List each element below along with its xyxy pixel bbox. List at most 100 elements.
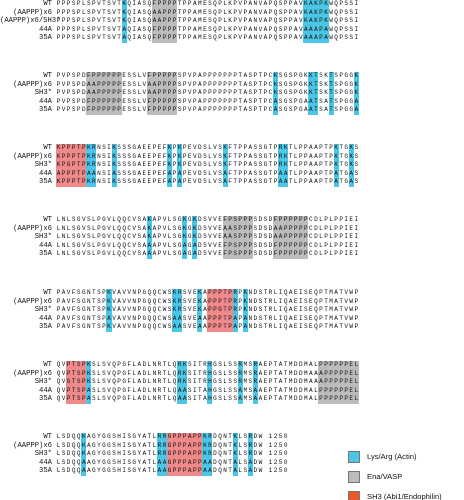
row-label: 44A xyxy=(39,386,52,395)
legend-label-sh3: SH3 (Abi1/Endophilin) xyxy=(367,492,442,500)
sequence-text: LNLSGVSLPGVLQQCVSAKAPVLSGKGKDSVVEAASPPPS… xyxy=(56,233,359,242)
sequence-text: LSDQQKAGYGGSHISGYATLRRGPPPAPPKRDQNTKLSRD… xyxy=(56,433,288,442)
row-label: (AAPPP)x6 xyxy=(13,297,52,306)
alignment-row: 44A QVPTSPASLSVQPGFLADLNRTLQAASITAHGSLSSA… xyxy=(0,386,464,396)
sequence-text: PPPSPLSPVTSVTKQIASQAAPPPTPPAMESQPLKPVPAN… xyxy=(56,8,359,18)
row-label: WT xyxy=(43,144,52,152)
alignment-row: (AAPPP)x6 PPPSPLSPVTSVTKQIASQAAPPPTPPAMES… xyxy=(0,8,464,18)
row-label: 44A xyxy=(39,458,52,467)
alignment-row: (AAPPP)x6 LNLSGVSLPGVLQQCVSAKAPVLSGKGKDSV… xyxy=(0,224,464,234)
sequence-text: PPPSPLSPVTSVTAQIASQFPPPPTPPAMESQPLKPVPAN… xyxy=(56,25,359,35)
legend: Lys/Arg (Actin) Ena/VASP SH3 (Abi1/Endop… xyxy=(348,449,464,500)
alignment-row: WT PVPSPDFPPPPPPESSLVFPPPPPSPVPAPPPPPPPTA… xyxy=(0,72,464,81)
sequence-text: PAVFSGNTSPKVAVVNPGQQCWSAASVEAAPPPTPAPAND… xyxy=(56,323,359,332)
alignment-block-2: WT PVPSPDFPPPPPPESSLVFPPPPPSPVPAPPPPPPPTA… xyxy=(0,72,464,115)
row-label: 35A xyxy=(39,395,52,404)
sequence-text: PVPSPDFPPPPPPESSLVFPPPPPSPVPAPPPPPPPTASP… xyxy=(56,72,359,81)
row-label: (AAPPP)x6 xyxy=(13,369,52,378)
row-label: 35A xyxy=(39,250,52,259)
sequence-text: PPPSPLSPVTSVTAQIASQFPPPPTPPAMESQPLKPVPAN… xyxy=(56,34,359,43)
sequence-text: PPPSPLSPVTSVTKQIASQFPPPPTPPAMESQPLKPVPAN… xyxy=(56,0,359,9)
sequence-text: LSDQQAAGYGGSHISGYATLAAGPPPAPPAADQNTALSAD… xyxy=(56,467,288,476)
alignment-row: 44A APPPTPAANSIASSSGAEEPEFAPAPEVDSLVSAFTP… xyxy=(0,169,464,179)
alignment-row: 35A LSDQQAAGYGGSHISGYATLAAGPPPAPPAADQNTAL… xyxy=(0,467,464,476)
sequence-text: PVPSPDFPPPPPPESSLVFPPPPPSPVPAPPPPPPPTASP… xyxy=(56,106,359,115)
row-label: SH3* xyxy=(34,450,52,459)
row-label: 35A xyxy=(39,34,52,43)
alignment-block-3: WT KPPPTPKRNSIKSSSGAEEPEFKPKPEVDSLVSKFTPP… xyxy=(0,144,464,187)
sequence-text: KPPPTPKRNSIKSSSGAEEPEFKPKPEVDSLVSKFTPPAS… xyxy=(56,144,359,153)
sequence-text: PVPSPDAAPPPPPESSLVAAPPPPSPVPAPPPPPPPTASP… xyxy=(56,80,359,90)
sequence-text: QVPTSPASLSVQPGFLADLNRTLQAASITAHGSLSSAMSA… xyxy=(56,395,359,404)
row-label: 35A xyxy=(39,467,52,476)
row-label: (AAPPP)x6/SH3* xyxy=(0,17,61,26)
row-label: WT xyxy=(43,433,52,441)
row-label: (AAPPP)x6 xyxy=(13,152,52,161)
alignment-row: (AAPPP)x6 KPPPTPKRNSIKSSSGAEEPEFKPKPEVDSL… xyxy=(0,152,464,162)
row-label: SH3* xyxy=(34,306,52,315)
legend-item-sh3: SH3 (Abi1/Endophilin) xyxy=(348,489,464,500)
alignment-block-1: WT PPPSPLSPVTSVTKQIASQFPPPPTPPAMESQPLKPVP… xyxy=(0,0,464,43)
legend-swatch-sh3 xyxy=(348,491,360,500)
row-label: (AAPPP)x6 xyxy=(13,8,52,17)
alignment-row: (AAPPP)x6 LSDQQKAGYGGSHISGYATLRRGPPPAPPKR… xyxy=(0,441,464,451)
sequence-text: LSDQQKAGYGGSHISGYATLRRGPPPAPPKRDQNTKLSRD… xyxy=(56,441,288,451)
alignment-row: SH3* LNLSGVSLPGVLQQCVSAKAPVLSGKGKDSVVEAAS… xyxy=(0,233,464,242)
sequence-text: QVPTSPKSLSVQPGFLADLNRTLQRKSITRHGSLSSRMSR… xyxy=(56,369,359,379)
sequence-text: LNLSGVSLPGVLQQCVSAAAPVLSGAGADSVVEFPSPPPS… xyxy=(56,250,359,259)
sequence-text: LNLSGVSLPGVLQQCVSAKAPVLSGKGKDSVVEAASPPPS… xyxy=(56,224,359,234)
row-label: 35A xyxy=(39,106,52,115)
alignment-row: 44A PPPSPLSPVTSVTAQIASQFPPPPTPPAMESQPLKPV… xyxy=(0,25,464,35)
row-label: 35A xyxy=(39,323,52,332)
alignment-block-7: WT LSDQQKAGYGGSHISGYATLRRGPPPAPPKRDQNTKLS… xyxy=(0,433,464,476)
sequence-text: PVPSPDFPPPPPPESSLVFPPPPPSPVPAPPPPPPPTASP… xyxy=(56,97,359,107)
row-label: SH3* xyxy=(34,378,52,387)
sequence-text: QVPTSPASLSVQPGFLADLNRTLQAASITAHGSLSSAMSA… xyxy=(56,386,359,396)
row-label: 44A xyxy=(39,314,52,323)
alignment-row: 35A PVPSPDFPPPPPPESSLVFPPPPPSPVPAPPPPPPPT… xyxy=(0,106,464,115)
alignment-block-5: WT PAVFSGNTSPKVAVVNPGQQCWSKRSVEKAPPPTPRPK… xyxy=(0,289,464,332)
sequence-text: PAVFSGNTSPKVAVVNPGQQCWSKRSVEKAPPGTPRPKND… xyxy=(56,306,359,315)
alignment-row: 44A PAVFSGNTSPAVAVVNPGQQCWSAASVEAAPPPTPAP… xyxy=(0,314,464,324)
sequence-text: LNLSGVSLPGVLQQCVSAAAPVLSGAGADSVVEFPSPPPS… xyxy=(56,241,359,251)
alignment-block-4: WT LNLSGVSLPGVLQQCVSAKAPVLSGKGKDSVVEFPSPP… xyxy=(0,216,464,259)
alignment-row: 44A LNLSGVSLPGVLQQCVSAAAPVLSGAGADSVVEFPSP… xyxy=(0,241,464,251)
legend-item-lys-arg: Lys/Arg (Actin) xyxy=(348,449,464,469)
row-label: (AAPPP)x6 xyxy=(13,80,52,89)
alignment-row: WT PPPSPLSPVTSVTKQIASQFPPPPTPPAMESQPLKPVP… xyxy=(0,0,464,9)
alignment-row: SH3* KPGPTPKRNSIKSSSGAEEPEFKPKPEVDSLVSKFT… xyxy=(0,161,464,170)
alignment-row: SH3* QVGTSPKSLSVQPGFLADLNRTLQRKSITRHGSLSS… xyxy=(0,378,464,387)
alignment-row: (AAPPP)x6 PAVFSGNTSPKVAVVNPGQQCWSKRSVEKAP… xyxy=(0,297,464,307)
row-label: WT xyxy=(43,0,52,8)
legend-label-ena-vasp: Ena/VASP xyxy=(367,472,403,481)
sequence-text: PPPSPLSPVTSVTKQIASQAAPPPTPPAMESQPLKPVPAN… xyxy=(56,17,359,26)
row-label: 44A xyxy=(39,25,52,34)
row-label: (AAPPP)x6 xyxy=(13,224,52,233)
sequence-text: KPPPTPKRNSIKSSSGAEEPEFAPAPEVDSLVSAFTPPAS… xyxy=(56,178,359,187)
row-label: WT xyxy=(43,216,52,224)
alignment-row: (AAPPP)x6/SH3* PPPSPLSPVTSVTKQIASQAAPPPTP… xyxy=(0,17,464,26)
alignment-row: 35A KPPPTPKRNSIKSSSGAEEPEFAPAPEVDSLVSAFTP… xyxy=(0,178,464,187)
alignment-row: (AAPPP)x6 QVPTSPKSLSVQPGFLADLNRTLQRKSITRH… xyxy=(0,369,464,379)
legend-swatch-ena-vasp xyxy=(348,471,360,483)
sequence-text: KPPPTPKRNSIKSSSGAEEPEFKPKPEVDSLVSKFTPPAS… xyxy=(56,152,359,162)
row-label: SH3* xyxy=(34,161,52,170)
sequence-text: KPGPTPKRNSIKSSSGAEEPEFKPKPEVDSLVSKFTPPAS… xyxy=(56,161,359,170)
sequence-text: QVGTSPKSLSVQPGFLADLNRTLQRKSITRHGSLSSRMSR… xyxy=(56,378,359,387)
alignment-row: WT PAVFSGNTSPKVAVVNPGQQCWSKRSVEKAPPPTPRPK… xyxy=(0,289,464,298)
alignment-row: SH3* LSDQQKAGYGGSHISGYATLRRGPPPAPPKRDQNTK… xyxy=(0,450,464,459)
alignment-row: WT LSDQQKAGYGGSHISGYATLRRGPPPAPPKRDQNTKLS… xyxy=(0,433,464,442)
sequence-text: QVPTSPKSLSVQPGFLADLNRTLQRKSITRHGSLSSRMSR… xyxy=(56,361,359,370)
alignment-row: 44A LSDQQAAGYGGSHISGYATLAAGPPPAPPAADQNTAL… xyxy=(0,458,464,468)
row-label: WT xyxy=(43,72,52,80)
sequence-text: LNLSGVSLPGVLQQCVSAKAPVLSGKGKDSVVEFPSPPPS… xyxy=(56,216,359,225)
alignment-row: SH3* PAVFSGNTSPKVAVVNPGQQCWSKRSVEKAPPGTPR… xyxy=(0,306,464,315)
alignment-row: 44A PVPSPDFPPPPPPESSLVFPPPPPSPVPAPPPPPPPT… xyxy=(0,97,464,107)
alignment-row: 35A LNLSGVSLPGVLQQCVSAAAPVLSGAGADSVVEFPSP… xyxy=(0,250,464,259)
sequence-text: PAVFSGNTSPKVAVVNPGQQCWSKRSVEKAPPPTPRPKND… xyxy=(56,289,359,298)
sequence-text: PVPSPDAAPPPPPESSLVAAPPPPSPVPAPPPPPPPTASP… xyxy=(56,89,359,98)
legend-swatch-lys-arg xyxy=(348,451,360,463)
alignment-row: SH3* PVPSPDAAPPPPPESSLVAAPPPPSPVPAPPPPPPP… xyxy=(0,89,464,98)
sequence-text: PAVFSGNTSPKVAVVNPGQQCWSKRSVEKAPPPTPRPKND… xyxy=(56,297,359,307)
sequence-text: PAVFSGNTSPAVAVVNPGQQCWSAASVEAAPPPTPAPAND… xyxy=(56,314,359,324)
